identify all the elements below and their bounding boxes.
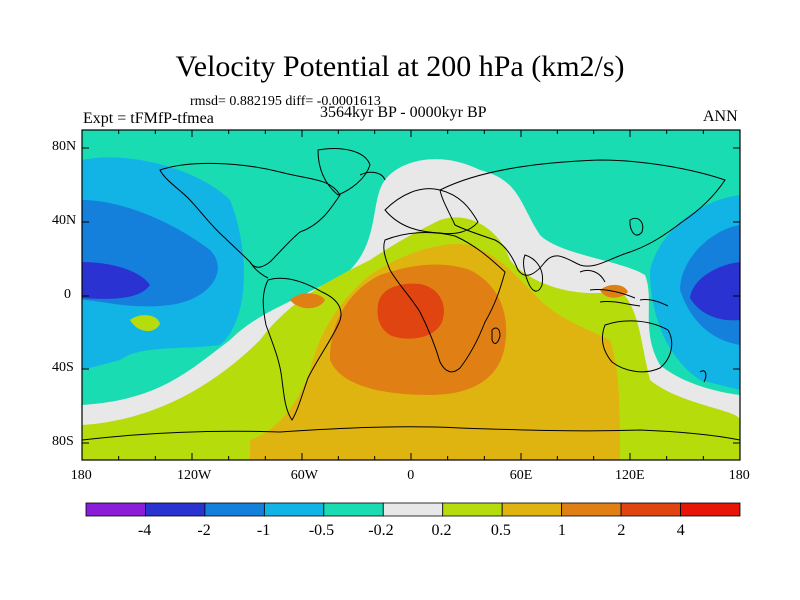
longitude-label: 180 <box>70 468 92 483</box>
colorbar-label: 0.2 <box>431 522 452 539</box>
contour-lime-island <box>130 315 160 332</box>
colorbar-swatch <box>263 502 325 517</box>
colorbar-label: -2 <box>197 522 211 539</box>
colorbar-label: 4 <box>676 522 685 539</box>
latitude-label: 80S <box>52 434 74 449</box>
latitude-label: 40S <box>52 360 74 375</box>
colorbar-swatch <box>145 502 206 517</box>
contour-east-deep <box>690 262 740 321</box>
longitude-label: 120E <box>615 468 645 483</box>
contour-field <box>82 130 740 460</box>
longitude-label: 60W <box>290 468 318 483</box>
longitude-label: 180 <box>728 468 750 483</box>
contour-red-core <box>377 283 444 339</box>
colorbar-swatch <box>501 502 563 517</box>
stats-line: rmsd= 0.882195 diff= -0.0001613 <box>190 94 381 109</box>
axis-ticks <box>81 130 741 460</box>
colorbar-swatch <box>620 502 681 517</box>
colorbar-swatch <box>442 502 503 517</box>
colorbar-label: -0.2 <box>368 522 394 539</box>
colorbar <box>85 502 741 517</box>
contour-west-deep <box>82 262 150 299</box>
colorbar-swatch <box>85 502 146 517</box>
latitude-label: 80N <box>52 139 77 154</box>
experiment-label: Expt = tFMfP-tfmea <box>83 110 214 127</box>
longitude-label: 0 <box>407 468 415 483</box>
colorbar-swatch <box>323 502 384 517</box>
latitude-label: 0 <box>64 287 71 302</box>
longitude-label: 60E <box>509 468 533 483</box>
season-label: ANN <box>703 108 738 125</box>
colorbar-label: -4 <box>137 522 152 539</box>
colorbar-label: -1 <box>256 522 271 539</box>
colorbar-label: 2 <box>617 522 626 539</box>
period-label: 3564kyr BP - 0000kyr BP <box>320 104 487 121</box>
longitude-label: 120W <box>177 468 212 483</box>
page-title: Velocity Potential at 200 hPa (km2/s) <box>175 50 625 83</box>
coastlines <box>82 148 740 441</box>
contour-orange-sa <box>290 293 325 309</box>
colorbar-swatch <box>561 502 622 517</box>
colorbar-label: 1 <box>557 522 566 539</box>
colorbar-swatch <box>382 502 444 517</box>
colorbar-label: -0.5 <box>308 522 335 539</box>
colorbar-swatch <box>680 502 741 517</box>
colorbar-label: 0.5 <box>490 522 511 539</box>
colorbar-swatch <box>204 502 265 517</box>
latitude-label: 40N <box>52 213 77 228</box>
